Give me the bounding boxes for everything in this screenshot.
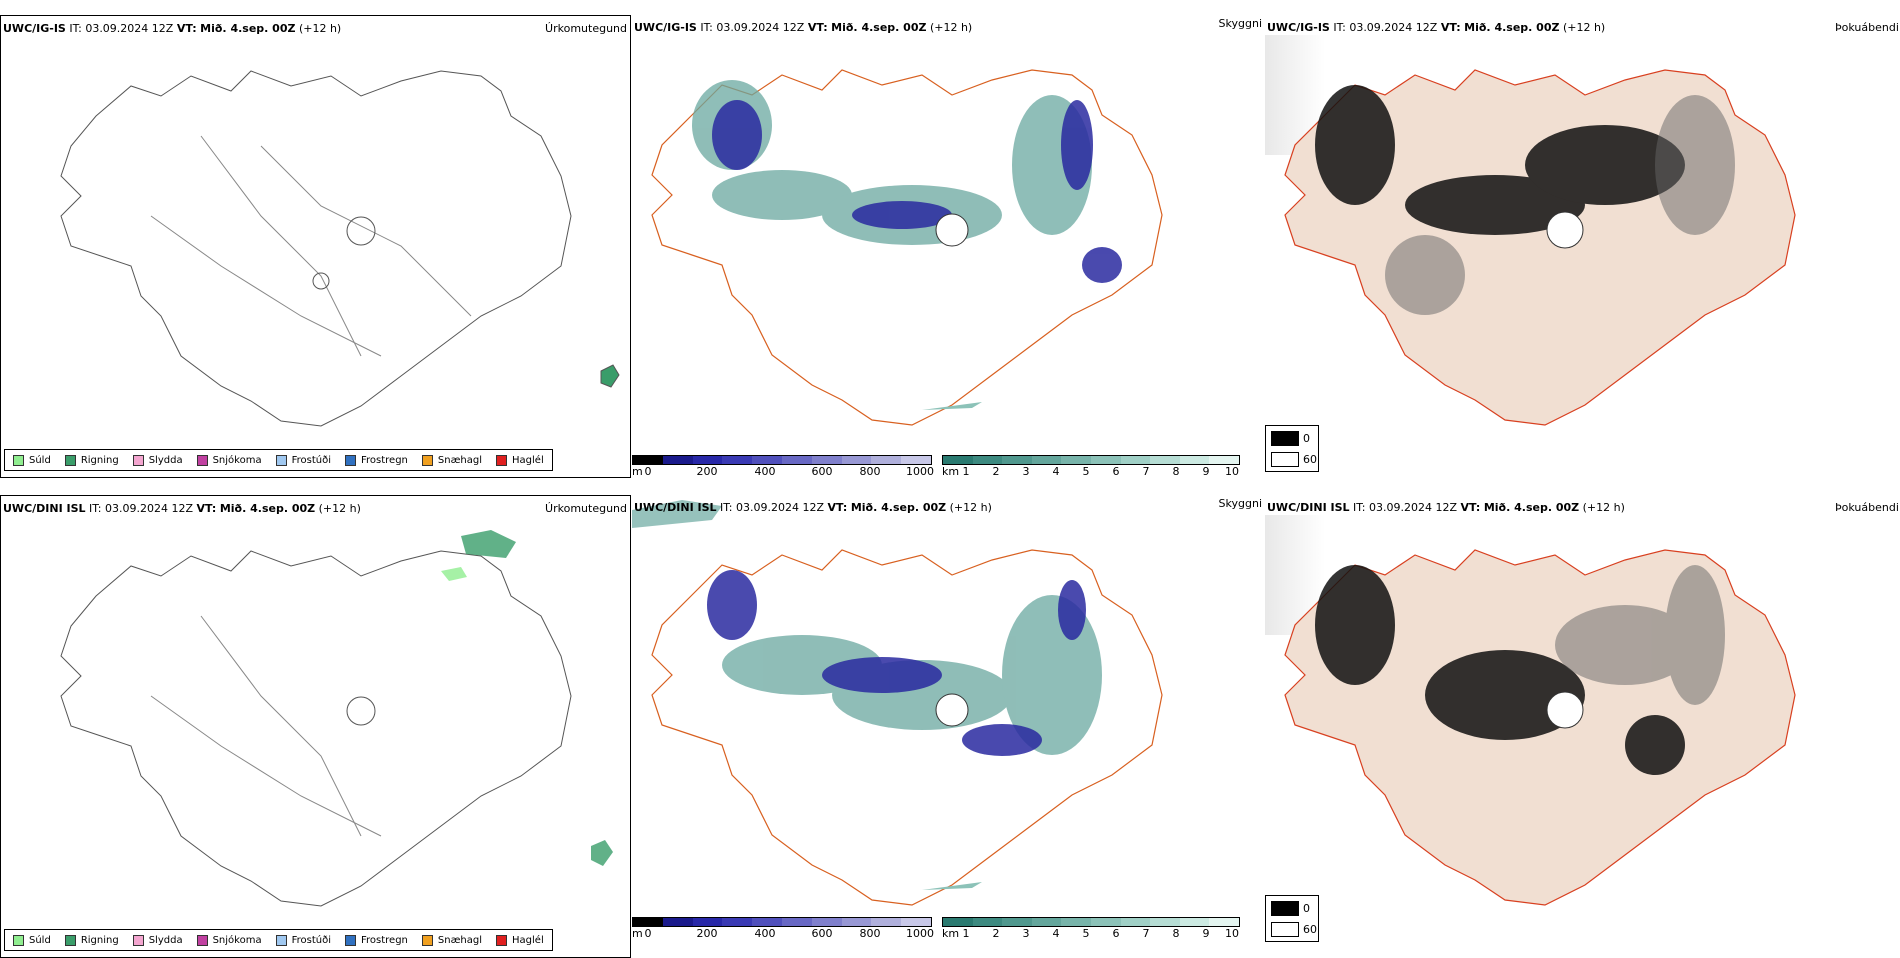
- legend-item: Snjókoma: [196, 454, 262, 466]
- legend-item: Slydda: [132, 454, 183, 466]
- precip-type-legend: Súld Rigning Slydda Snjókoma Frostúði Fr…: [4, 929, 553, 951]
- fog-index-map: [1265, 35, 1796, 426]
- wind-barb-map: [60, 530, 613, 907]
- wind-barb-map: [60, 70, 620, 427]
- ceiling-colorbar: m 0 200 400 600 800 1000: [632, 455, 934, 478]
- ceiling-visibility-map: [632, 500, 1163, 906]
- legend-item: Haglél: [496, 454, 544, 466]
- panel-header: UWC/IG-IS IT: 03.09.2024 12Z VT: Mið. 4.…: [3, 22, 342, 35]
- panel-header: UWC/IG-IS IT: 03.09.2024 12Z VT: Mið. 4.…: [1267, 21, 1606, 34]
- legend-item: Snæhagl: [421, 934, 482, 946]
- fog-index-panel-bottom: UWC/DINI ISL IT: 03.09.2024 12Z VT: Mið.…: [1265, 495, 1900, 950]
- panel-header: UWC/DINI ISL IT: 03.09.2024 12Z VT: Mið.…: [1267, 501, 1625, 514]
- cloud-ceiling-panel-top: UWC/IG-IS IT: 03.09.2024 12Z VT: Mið. 4.…: [632, 15, 1262, 478]
- legend-item: Slydda: [132, 934, 183, 946]
- legend-item: Rigning: [64, 934, 119, 946]
- precip-type-legend: Súld Rigning Slydda Snjókoma Frostúði Fr…: [4, 449, 553, 471]
- legend-item: Snjókoma: [196, 934, 262, 946]
- panel-title: Úrkomutegund: [545, 22, 627, 35]
- legend-item: Snæhagl: [421, 454, 482, 466]
- legend-item: Frostúði: [275, 454, 331, 466]
- precip-type-panel-bottom: UWC/DINI ISL IT: 03.09.2024 12Z VT: Mið.…: [0, 495, 631, 958]
- legend-item: Rigning: [64, 454, 119, 466]
- fog-legend: 0 60: [1265, 895, 1319, 942]
- cloud-ceiling-panel-bottom: UWC/DINI ISL IT: 03.09.2024 12Z VT: Mið.…: [632, 495, 1262, 950]
- panel-title: Skyggni: [1218, 497, 1262, 510]
- panel-title: Þokuábendi: [1835, 501, 1899, 514]
- visibility-colorbar: km 1 2 3 4 5 6 7 8 9 10: [942, 455, 1240, 478]
- legend-item: Frostregn: [345, 454, 408, 466]
- legend-item: Súld: [13, 454, 51, 466]
- panel-title: Úrkomutegund: [545, 502, 627, 515]
- panel-header: UWC/DINI ISL IT: 03.09.2024 12Z VT: Mið.…: [634, 501, 992, 514]
- panel-header: UWC/DINI ISL IT: 03.09.2024 12Z VT: Mið.…: [3, 502, 361, 515]
- legend-item: Frostúði: [275, 934, 331, 946]
- ceiling-visibility-map: [651, 69, 1163, 426]
- fog-legend: 0 60: [1265, 425, 1319, 472]
- precip-type-panel-top: UWC/IG-IS IT: 03.09.2024 12Z VT: Mið. 4.…: [0, 15, 631, 478]
- panel-header: UWC/IG-IS IT: 03.09.2024 12Z VT: Mið. 4.…: [634, 21, 973, 34]
- ceiling-colorbar: m 0 200 400 600 800 1000: [632, 917, 934, 940]
- legend-item: Súld: [13, 934, 51, 946]
- fog-index-panel-top: UWC/IG-IS IT: 03.09.2024 12Z VT: Mið. 4.…: [1265, 15, 1900, 478]
- legend-item: Frostregn: [345, 934, 408, 946]
- fog-index-map: [1265, 515, 1796, 906]
- legend-item: Haglél: [496, 934, 544, 946]
- panel-title: Þokuábendi: [1835, 21, 1899, 34]
- visibility-colorbar: km 1 2 3 4 5 6 7 8 9 10: [942, 917, 1240, 940]
- panel-title: Skyggni: [1218, 17, 1262, 30]
